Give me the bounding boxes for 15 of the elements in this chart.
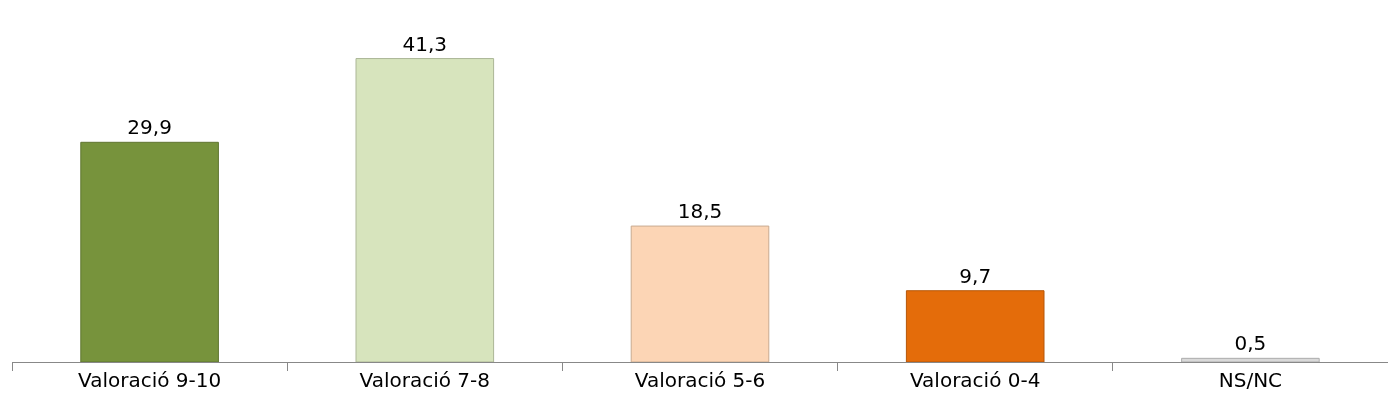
bar	[630, 225, 770, 362]
x-tick-label: Valoració 9-10	[78, 368, 222, 392]
x-tick-label: NS/NC	[1218, 368, 1283, 392]
data-label: 9,7	[959, 263, 992, 288]
x-tick-label: Valoració 5-6	[634, 368, 766, 392]
data-label: 0,5	[1234, 331, 1267, 356]
bar	[905, 290, 1045, 362]
data-label: 41,3	[402, 31, 448, 56]
bar	[1181, 357, 1320, 362]
bar	[80, 141, 219, 362]
x-tick-label: Valoració 7-8	[359, 368, 491, 392]
data-label: 18,5	[677, 199, 723, 224]
x-tick-label: Valoració 0-4	[909, 368, 1041, 392]
data-label: 29,9	[127, 115, 172, 140]
bar	[355, 58, 495, 362]
